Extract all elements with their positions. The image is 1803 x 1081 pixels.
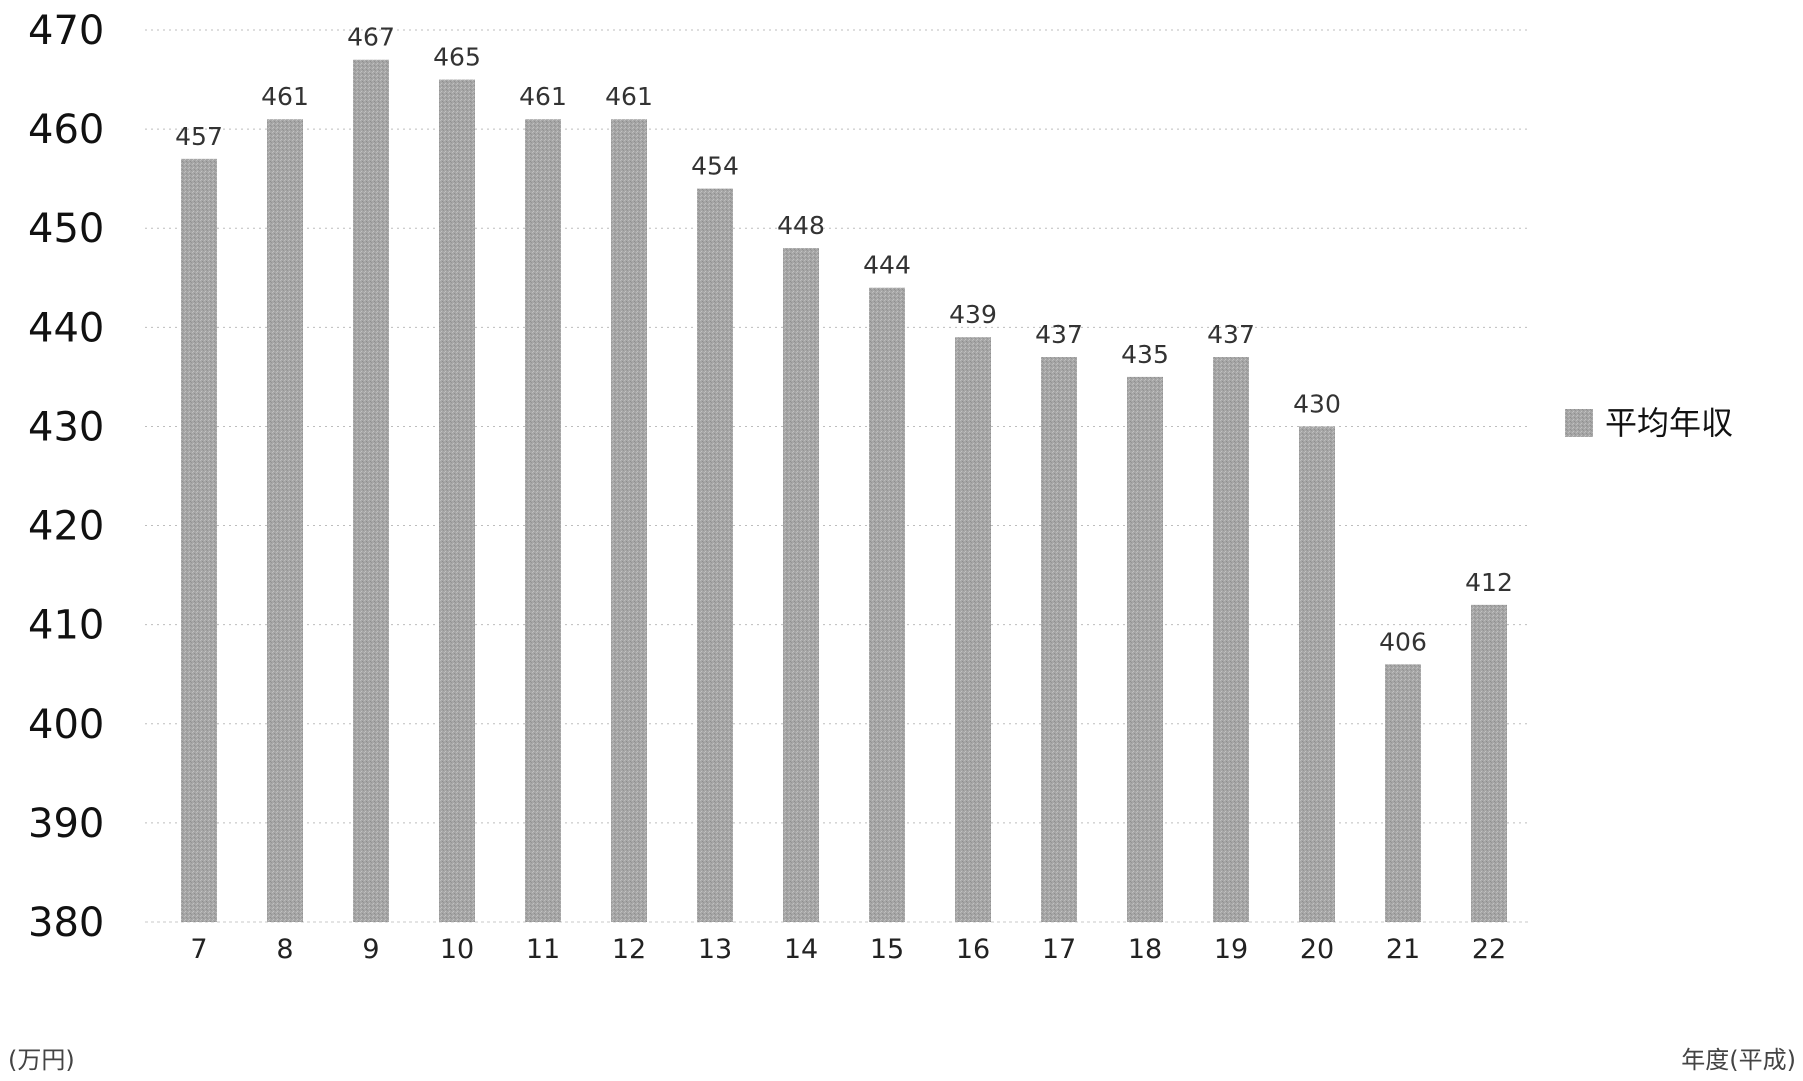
legend: 平均年収 <box>1565 404 1733 442</box>
data-label: 430 <box>1293 389 1341 418</box>
bar <box>1385 664 1421 922</box>
y-axis-unit-label: (万円) <box>8 1046 75 1074</box>
y-tick-label: 380 <box>28 900 104 946</box>
data-label: 461 <box>261 82 309 111</box>
data-label: 465 <box>433 43 481 72</box>
data-label: 454 <box>691 152 739 181</box>
bar <box>1041 357 1077 923</box>
data-label: 437 <box>1035 320 1083 349</box>
x-tick-label: 9 <box>362 934 379 965</box>
x-tick-label: 17 <box>1042 934 1076 965</box>
x-tick-label: 20 <box>1300 934 1334 965</box>
x-tick-label: 10 <box>440 934 474 965</box>
y-tick-label: 440 <box>28 305 104 351</box>
x-tick-label: 21 <box>1386 934 1420 965</box>
data-label: 412 <box>1465 568 1513 597</box>
x-tick-label: 13 <box>698 934 732 965</box>
bar <box>1213 357 1249 923</box>
data-label: 439 <box>949 300 997 329</box>
bar <box>439 79 475 923</box>
x-tick-label: 12 <box>612 934 646 965</box>
y-tick-label: 430 <box>28 404 104 450</box>
bar <box>267 119 303 922</box>
bar <box>611 119 647 922</box>
legend-swatch <box>1565 409 1593 437</box>
x-tick-label: 11 <box>526 934 560 965</box>
bar <box>783 248 819 923</box>
data-label: 461 <box>605 82 653 111</box>
x-tick-label: 22 <box>1472 934 1506 965</box>
legend-label: 平均年収 <box>1605 404 1733 442</box>
bar <box>1127 376 1163 922</box>
y-tick-label: 410 <box>28 603 104 649</box>
x-tick-label: 16 <box>956 934 990 965</box>
bars <box>181 59 1507 923</box>
bar <box>181 158 217 922</box>
bar <box>1471 604 1507 922</box>
x-tick-label: 19 <box>1214 934 1248 965</box>
bar <box>955 337 991 922</box>
y-tick-label: 470 <box>28 8 104 54</box>
bar <box>353 59 389 922</box>
data-label: 444 <box>863 251 911 280</box>
bar <box>869 287 905 922</box>
y-tick-label: 460 <box>28 107 104 153</box>
y-tick-label: 390 <box>28 801 104 847</box>
y-tick-label: 450 <box>28 206 104 252</box>
data-labels: 457 461 467 465 461 461 454 448 444 439 437 435 437 4… <box>175 23 1513 657</box>
data-label: 406 <box>1379 627 1427 656</box>
data-label: 435 <box>1121 340 1169 369</box>
data-label: 467 <box>347 23 395 52</box>
bar <box>525 119 561 922</box>
y-tick-label: 400 <box>28 702 104 748</box>
bar <box>1299 426 1335 922</box>
bar <box>697 188 733 923</box>
data-label: 457 <box>175 122 223 151</box>
x-tick-label: 18 <box>1128 934 1162 965</box>
x-tick-label: 15 <box>870 934 904 965</box>
x-tick-label: 14 <box>784 934 818 965</box>
y-axis-ticks: 470 460 450 440 430 420 410 400 390 380 <box>28 8 104 946</box>
data-label: 437 <box>1207 320 1255 349</box>
x-axis-title: 年度(平成) <box>1681 1046 1796 1074</box>
data-label: 448 <box>777 211 825 240</box>
x-tick-label: 7 <box>190 934 207 965</box>
x-axis-ticks: 7 8 9 10 11 12 13 14 15 16 17 18 19 20 21 22 <box>190 934 1506 965</box>
y-tick-label: 420 <box>28 504 104 550</box>
data-label: 461 <box>519 82 567 111</box>
x-tick-label: 8 <box>276 934 293 965</box>
